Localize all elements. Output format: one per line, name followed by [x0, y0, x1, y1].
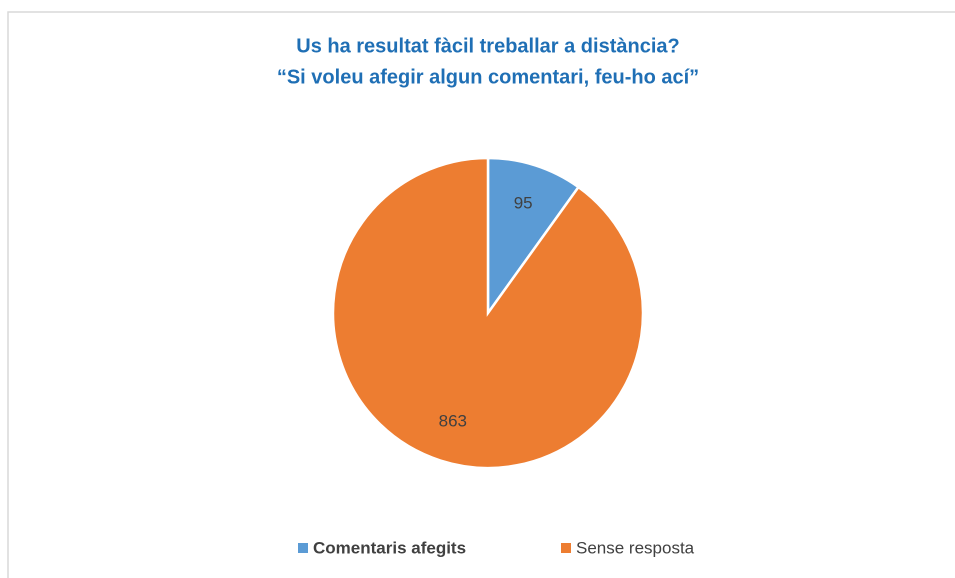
legend-swatch: [298, 543, 308, 553]
chart-title: “Si voleu afegir algun comentari, feu-ho…: [277, 66, 699, 88]
pie-slice: [486, 156, 581, 317]
data-label: 863: [439, 412, 467, 431]
pie-slice: [331, 156, 645, 470]
legend-label: Comentaris afegits: [313, 538, 466, 557]
chart-title: Us ha resultat fàcil treballar a distànc…: [296, 35, 679, 57]
legend-label: Sense resposta: [576, 538, 695, 557]
data-label: 95: [514, 193, 533, 212]
legend-swatch: [561, 543, 571, 553]
